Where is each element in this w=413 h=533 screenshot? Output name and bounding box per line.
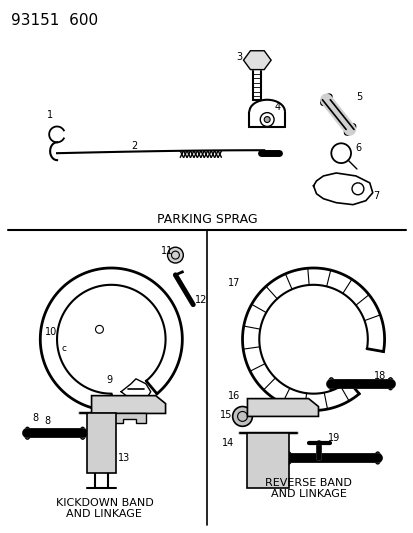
Text: 10: 10 bbox=[45, 327, 57, 337]
Polygon shape bbox=[247, 399, 318, 416]
Text: 8: 8 bbox=[44, 416, 50, 426]
Polygon shape bbox=[243, 51, 271, 70]
Polygon shape bbox=[247, 433, 288, 488]
Text: 1: 1 bbox=[47, 110, 53, 119]
Text: 13: 13 bbox=[118, 453, 130, 463]
Text: REVERSE BAND
AND LINKAGE: REVERSE BAND AND LINKAGE bbox=[265, 478, 351, 499]
Text: 5: 5 bbox=[355, 92, 361, 102]
Ellipse shape bbox=[24, 427, 30, 439]
Ellipse shape bbox=[285, 452, 291, 464]
Circle shape bbox=[263, 117, 270, 123]
Polygon shape bbox=[113, 414, 145, 423]
Text: 17: 17 bbox=[227, 278, 240, 288]
Text: c: c bbox=[62, 344, 67, 353]
Text: 18: 18 bbox=[373, 371, 385, 381]
Text: 14: 14 bbox=[221, 438, 233, 448]
Ellipse shape bbox=[344, 124, 355, 135]
Text: 9: 9 bbox=[106, 375, 112, 385]
Text: 3: 3 bbox=[236, 52, 242, 62]
Circle shape bbox=[232, 407, 252, 426]
Text: 6: 6 bbox=[354, 143, 360, 154]
Text: 16: 16 bbox=[227, 391, 240, 401]
Text: 12: 12 bbox=[195, 295, 207, 305]
Text: 11: 11 bbox=[160, 246, 173, 256]
Text: 8: 8 bbox=[32, 414, 38, 423]
Text: KICKDOWN BAND
AND LINKAGE: KICKDOWN BAND AND LINKAGE bbox=[55, 498, 153, 519]
Text: 19: 19 bbox=[328, 433, 340, 443]
Ellipse shape bbox=[374, 452, 380, 464]
Text: 15: 15 bbox=[219, 410, 232, 421]
Text: 2: 2 bbox=[131, 141, 137, 151]
Polygon shape bbox=[91, 395, 165, 414]
Text: 93151  600: 93151 600 bbox=[11, 13, 97, 28]
Text: PARKING SPRAG: PARKING SPRAG bbox=[156, 213, 257, 225]
Polygon shape bbox=[86, 414, 116, 473]
Ellipse shape bbox=[80, 427, 85, 439]
Ellipse shape bbox=[387, 378, 392, 390]
Text: 7: 7 bbox=[372, 191, 378, 201]
Ellipse shape bbox=[320, 94, 331, 106]
Ellipse shape bbox=[328, 378, 333, 390]
Circle shape bbox=[167, 247, 183, 263]
Text: 4: 4 bbox=[273, 102, 280, 112]
